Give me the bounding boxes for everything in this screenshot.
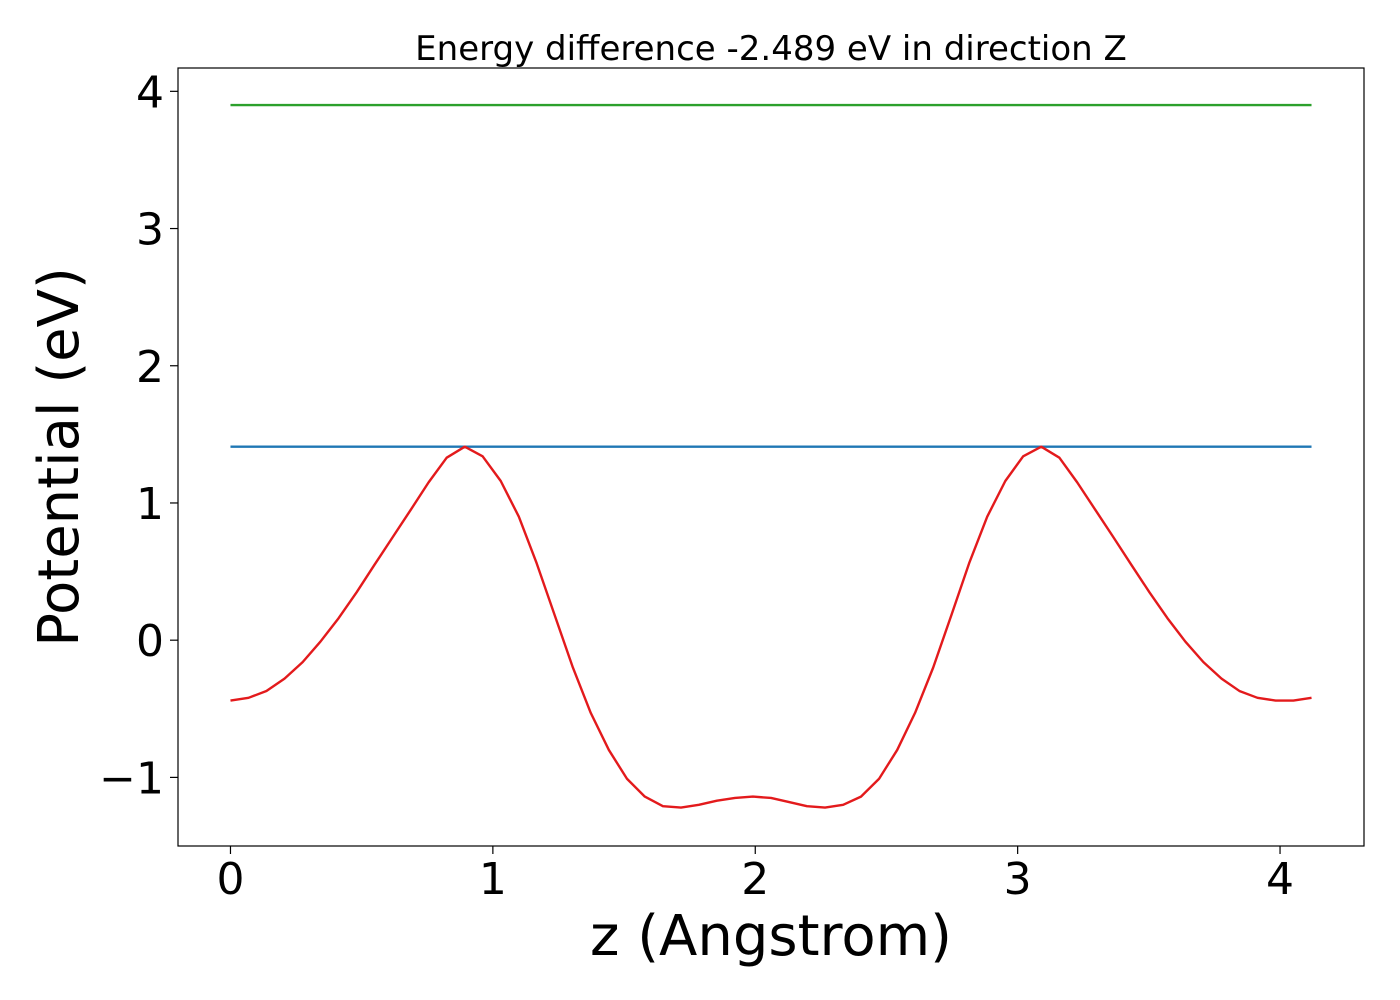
y-tick-label: −1 bbox=[99, 753, 164, 804]
y-tick-label: 0 bbox=[136, 616, 164, 667]
plot-frame bbox=[177, 67, 1365, 847]
y-axis-label: Potential (eV) bbox=[27, 267, 92, 647]
y-tick-label: 1 bbox=[136, 479, 164, 530]
y-tick-label: 4 bbox=[136, 67, 164, 118]
series-line-3 bbox=[230, 445, 1312, 809]
y-tick-label: 3 bbox=[136, 205, 164, 256]
x-tick-label: 3 bbox=[1004, 854, 1032, 905]
series-layer bbox=[230, 103, 1312, 809]
x-tick-label: 2 bbox=[741, 854, 769, 905]
x-tick-label: 1 bbox=[479, 854, 507, 905]
ticks-layer: 0 1 2 3 4 −1 0 1 2 3 4 bbox=[99, 67, 1294, 905]
y-tick-label: 2 bbox=[136, 342, 164, 393]
x-tick-label: 0 bbox=[216, 854, 244, 905]
x-tick-label: 4 bbox=[1266, 854, 1294, 905]
chart-title: Energy difference -2.489 eV in direction… bbox=[415, 29, 1127, 69]
x-axis-label: z (Angstrom) bbox=[590, 904, 952, 969]
